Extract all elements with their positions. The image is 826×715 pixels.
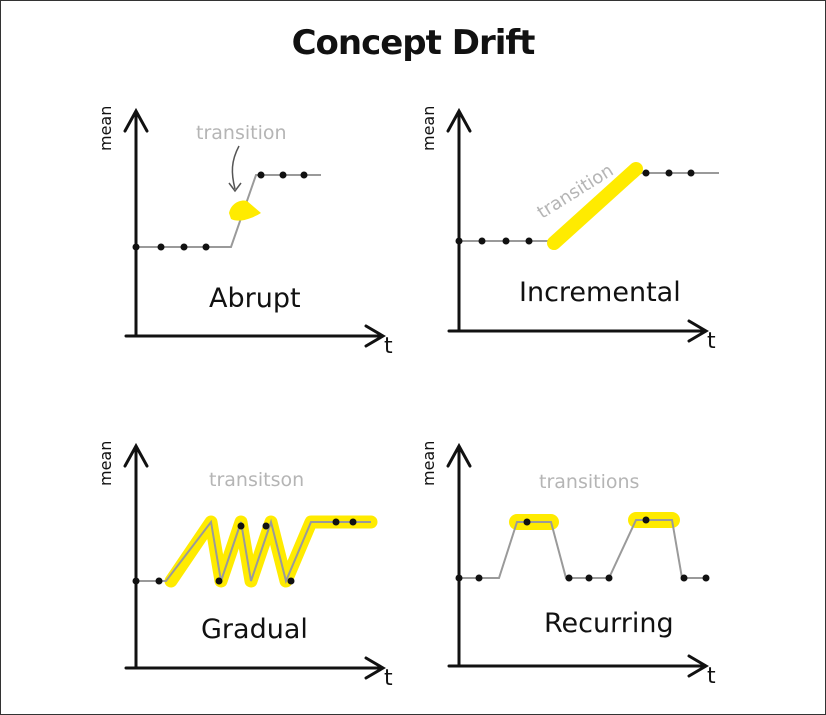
point: [585, 574, 593, 582]
y-axis-label: mean: [419, 106, 438, 151]
point: [155, 577, 163, 585]
point: [157, 243, 165, 251]
axes: [123, 442, 386, 680]
point: [257, 171, 265, 179]
x-axis-arrow: [364, 656, 386, 680]
mean-line: [459, 519, 709, 579]
point: [665, 169, 673, 177]
data-points: [132, 171, 308, 251]
panel-abrupt: mean t transition Abrupt: [96, 106, 393, 359]
point: [642, 169, 650, 177]
point: [680, 574, 688, 582]
panel-title: Incremental: [519, 277, 681, 308]
point: [687, 169, 695, 177]
axes: [446, 107, 709, 343]
point: [215, 577, 223, 585]
data-points: [132, 518, 357, 585]
point: [502, 237, 510, 245]
annotation-label: transitson: [209, 469, 304, 491]
y-axis-arrow: [123, 442, 149, 468]
point: [262, 522, 270, 530]
data-points: [455, 169, 695, 245]
point: [702, 574, 710, 582]
transition-highlight: [547, 162, 643, 250]
panel-incremental: mean t transition Incremental: [419, 106, 719, 354]
y-axis-arrow: [123, 107, 149, 133]
point: [455, 574, 463, 582]
point: [642, 516, 650, 524]
point: [349, 518, 357, 526]
x-axis-arrow: [364, 324, 386, 348]
point: [565, 574, 573, 582]
point: [478, 237, 486, 245]
panel-title: Abrupt: [209, 283, 301, 314]
point: [180, 243, 188, 251]
panel-title: Gradual: [201, 614, 308, 645]
point: [287, 577, 295, 585]
point: [332, 518, 340, 526]
point: [132, 243, 140, 251]
axes: [123, 107, 386, 348]
panel-recurring: mean t transitions Recurring: [419, 441, 716, 689]
panel-title: Recurring: [544, 608, 674, 639]
x-axis-arrow: [687, 654, 709, 678]
mean-line: [136, 174, 321, 248]
point: [132, 577, 140, 585]
figure-title: Concept Drift: [291, 23, 536, 63]
annotation-arrow: [231, 145, 240, 190]
y-axis-arrow: [446, 107, 472, 133]
panel-gradual: mean t transitson Gradual: [96, 441, 393, 691]
annotation-label: transition: [196, 122, 287, 144]
point: [475, 574, 483, 582]
annotation-arrowhead: [228, 182, 242, 193]
data-points: [455, 516, 710, 582]
point: [300, 171, 308, 179]
axes: [446, 442, 709, 678]
x-axis-label: t: [384, 666, 393, 691]
annotation-label: transitions: [539, 471, 639, 493]
point: [455, 237, 463, 245]
transition-highlight: [229, 200, 261, 221]
mean-line: [136, 518, 371, 585]
point: [237, 522, 245, 530]
point: [525, 237, 533, 245]
point: [605, 574, 613, 582]
y-axis-label: mean: [419, 441, 438, 486]
y-axis-arrow: [446, 442, 472, 468]
x-axis-label: t: [384, 334, 393, 359]
x-axis-label: t: [707, 329, 716, 354]
transition-highlight: [164, 515, 378, 588]
point: [279, 171, 287, 179]
y-axis-label: mean: [96, 106, 115, 151]
x-axis-arrow: [687, 319, 709, 343]
point: [523, 518, 531, 526]
point: [202, 243, 210, 251]
y-axis-label: mean: [96, 441, 115, 486]
x-axis-label: t: [707, 664, 716, 689]
